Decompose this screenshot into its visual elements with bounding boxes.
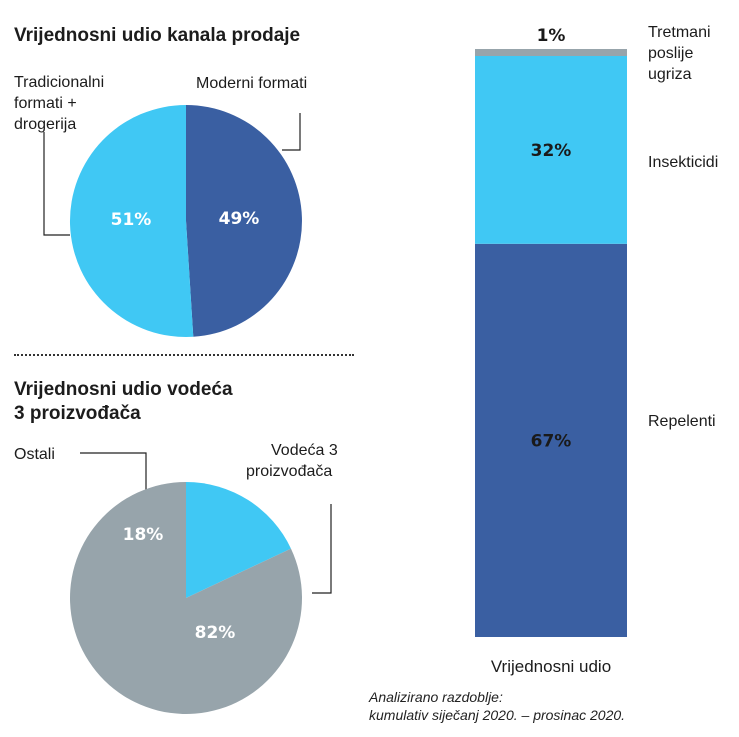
pie2-top3-leader	[312, 504, 332, 594]
pie2-chart: 18% 82%	[69, 482, 302, 714]
footnote-line1: Analizirano razdoblje:	[369, 689, 503, 705]
bar-segment-label-repelenti: Repelenti	[648, 413, 716, 430]
bar-segment-label-insekticidi: Insekticidi	[648, 154, 719, 171]
pie1-traditional-leader	[43, 132, 70, 236]
pie2-others-leader	[80, 452, 147, 495]
bar-segment-tretmani-poslije-ugriza	[475, 49, 627, 56]
pie2-title-line1: Vrijednosni udio vodeća	[14, 379, 233, 400]
pie1-slice-moderni-formati	[186, 105, 302, 337]
pie1-chart: 49% 51%	[69, 104, 302, 337]
pie1-traditional-label-line3: drogerija	[14, 116, 77, 133]
footnote: Analizirano razdoblje: kumulativ siječan…	[369, 688, 625, 724]
pie2-value-label-vode-a-3-proizvo-a-a: 82%	[195, 623, 236, 643]
bar-segment-label-tretmani: Tretmani poslije ugriza	[648, 22, 711, 85]
section-separator	[14, 354, 354, 356]
pie1-modern-label: Moderni formati	[196, 75, 308, 92]
pie1-traditional-label: Tradicionalni formati + drogerija	[14, 72, 104, 135]
bar-value-label-insekticidi: 32%	[531, 141, 572, 161]
pie2-top3-label-line2: proizvođača	[246, 463, 333, 480]
pie1-value-label-tradicionalni-formati-drogerija: 51%	[111, 210, 152, 230]
pie1-slice-tradicionalni-formati-drogerija	[69, 104, 194, 337]
pie2-top3-label-line1: Vodeća 3	[271, 442, 338, 459]
pie1-value-label-moderni-formati: 49%	[219, 209, 260, 229]
pie2-title-line2: 3 proizvođača	[14, 403, 141, 424]
bar-x-label: Vrijednosni udio	[490, 657, 612, 676]
pie2-others-label: Ostali	[14, 446, 55, 463]
pie2-top3-label: Vodeća 3 proizvođača	[246, 440, 338, 482]
pie1-traditional-label-line2: formati +	[14, 95, 77, 112]
pie2-value-label-ostali: 18%	[123, 525, 164, 545]
bar-value-label-repelenti: 67%	[531, 431, 572, 451]
stacked-bar-chart: 67% 32% 1%	[475, 26, 627, 638]
footnote-line2: kumulativ siječanj 2020. – prosinac 2020…	[369, 707, 626, 723]
pie1-modern-leader	[282, 113, 301, 151]
bar-tretmani-line3: ugriza	[648, 66, 692, 83]
pie1-title: Vrijednosni udio kanala prodaje	[14, 25, 301, 46]
bar-segment-insekticidi	[475, 56, 627, 244]
bar-value-label-tretmani-poslije-ugriza: 1%	[537, 26, 566, 46]
pie1-traditional-label-line1: Tradicionalni	[14, 74, 105, 91]
bar-tretmani-line1: Tretmani	[648, 24, 711, 41]
pie2-slice-vode-a-3-proizvo-a-a	[69, 482, 302, 714]
pie2-title: Vrijednosni udio vodeća 3 proizvođača	[14, 378, 233, 426]
bar-segment-repelenti	[475, 243, 627, 638]
bar-tretmani-line2: poslije	[648, 45, 694, 62]
pie2-slice-ostali	[186, 482, 291, 598]
